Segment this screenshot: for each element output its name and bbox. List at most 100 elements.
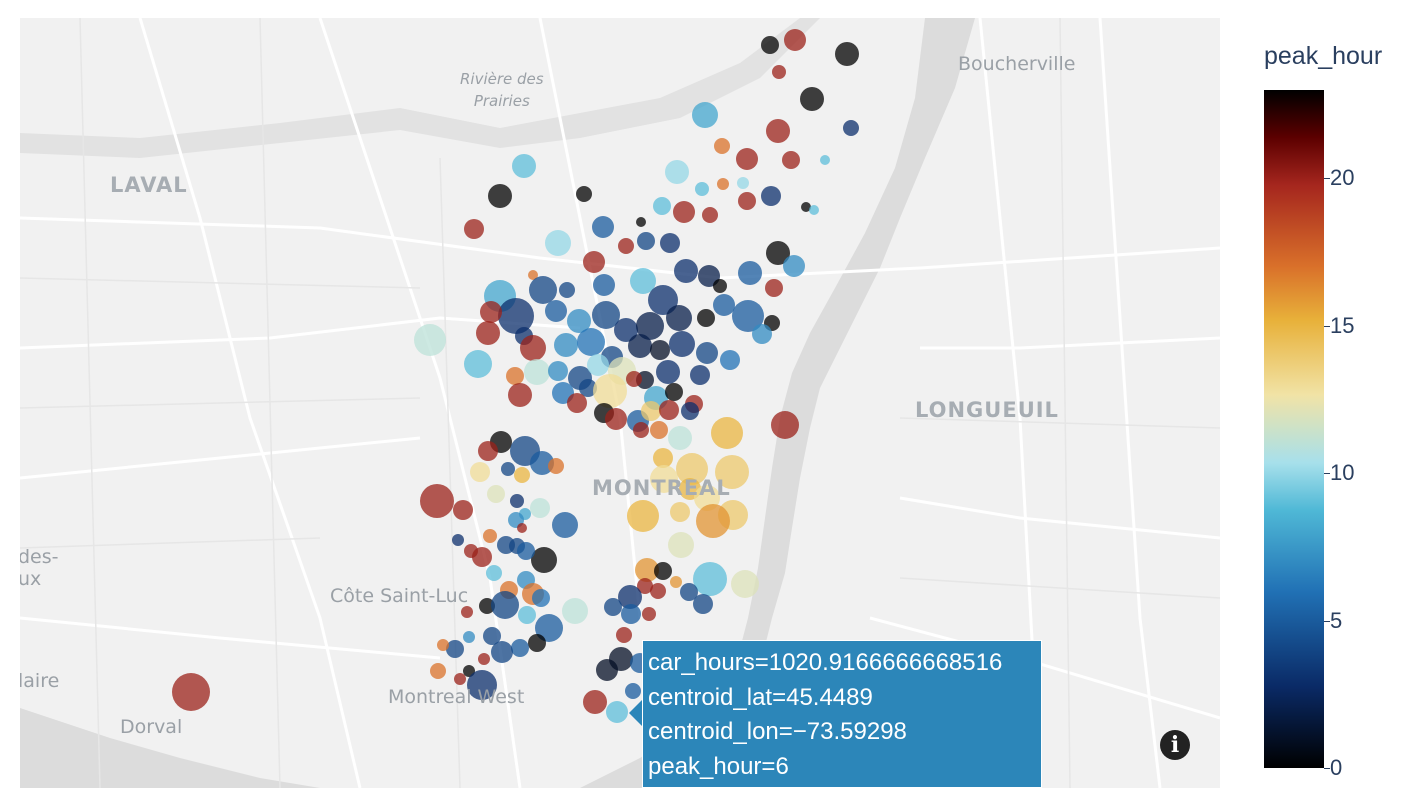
location-marker[interactable]	[517, 542, 535, 560]
location-marker[interactable]	[446, 640, 464, 658]
location-marker[interactable]	[470, 462, 490, 482]
location-marker[interactable]	[692, 102, 718, 128]
location-marker[interactable]	[711, 417, 743, 449]
location-marker[interactable]	[693, 562, 727, 596]
location-marker[interactable]	[668, 426, 692, 450]
location-marker[interactable]	[548, 361, 568, 381]
location-marker[interactable]	[670, 576, 682, 588]
location-marker[interactable]	[593, 374, 627, 408]
location-marker[interactable]	[511, 639, 529, 657]
location-marker[interactable]	[478, 653, 490, 665]
location-marker[interactable]	[633, 422, 649, 438]
location-marker[interactable]	[520, 335, 546, 361]
location-marker[interactable]	[545, 300, 567, 322]
location-marker[interactable]	[479, 598, 495, 614]
location-marker[interactable]	[464, 219, 484, 239]
location-marker[interactable]	[483, 627, 501, 645]
location-marker[interactable]	[715, 455, 749, 489]
location-marker[interactable]	[562, 598, 588, 624]
location-marker[interactable]	[467, 670, 497, 700]
location-marker[interactable]	[738, 192, 756, 210]
location-marker[interactable]	[518, 606, 536, 624]
location-marker[interactable]	[628, 334, 652, 358]
location-marker[interactable]	[535, 614, 563, 642]
location-marker[interactable]	[731, 570, 759, 598]
location-marker[interactable]	[606, 701, 628, 723]
location-marker[interactable]	[654, 562, 672, 580]
location-marker[interactable]	[665, 160, 689, 184]
location-marker[interactable]	[577, 328, 605, 356]
location-marker[interactable]	[514, 467, 530, 483]
location-marker[interactable]	[626, 371, 642, 387]
location-marker[interactable]	[761, 186, 781, 206]
location-marker[interactable]	[530, 498, 550, 518]
location-marker[interactable]	[696, 504, 730, 538]
location-marker[interactable]	[637, 232, 655, 250]
location-marker[interactable]	[653, 197, 671, 215]
location-marker[interactable]	[680, 583, 698, 601]
location-marker[interactable]	[660, 233, 680, 253]
location-marker[interactable]	[491, 591, 519, 619]
location-marker[interactable]	[669, 331, 695, 357]
location-marker[interactable]	[567, 393, 587, 413]
location-marker[interactable]	[702, 207, 718, 223]
location-marker[interactable]	[714, 138, 730, 154]
location-marker[interactable]	[587, 354, 609, 376]
location-marker[interactable]	[641, 401, 661, 421]
location-marker[interactable]	[650, 583, 666, 599]
location-marker[interactable]	[453, 500, 473, 520]
location-marker[interactable]	[690, 365, 710, 385]
location-marker[interactable]	[529, 276, 557, 304]
location-marker[interactable]	[618, 238, 634, 254]
location-marker[interactable]	[430, 663, 446, 679]
location-marker[interactable]	[579, 379, 597, 397]
location-marker[interactable]	[674, 259, 698, 283]
location-marker[interactable]	[510, 494, 524, 508]
location-marker[interactable]	[713, 294, 735, 316]
location-marker[interactable]	[666, 305, 692, 331]
location-marker[interactable]	[528, 270, 538, 280]
location-marker[interactable]	[656, 360, 680, 384]
location-marker[interactable]	[630, 268, 656, 294]
location-marker[interactable]	[487, 485, 505, 503]
location-marker[interactable]	[765, 279, 783, 297]
location-marker[interactable]	[783, 255, 805, 277]
info-icon[interactable]: i	[1160, 730, 1190, 760]
location-marker[interactable]	[801, 202, 811, 212]
location-marker[interactable]	[437, 639, 449, 651]
location-marker[interactable]	[670, 502, 690, 522]
location-marker[interactable]	[642, 607, 656, 621]
location-marker[interactable]	[414, 324, 446, 356]
location-marker[interactable]	[476, 321, 500, 345]
location-marker[interactable]	[820, 155, 830, 165]
location-marker[interactable]	[695, 182, 709, 196]
location-marker[interactable]	[738, 261, 762, 285]
location-marker[interactable]	[782, 151, 800, 169]
location-marker[interactable]	[498, 298, 534, 334]
location-marker[interactable]	[650, 340, 670, 360]
location-marker[interactable]	[625, 683, 641, 699]
location-marker[interactable]	[583, 251, 605, 273]
location-marker[interactable]	[766, 119, 790, 143]
location-marker[interactable]	[486, 565, 502, 581]
location-marker[interactable]	[501, 462, 515, 476]
location-marker[interactable]	[531, 547, 557, 573]
location-marker[interactable]	[517, 523, 527, 533]
location-marker[interactable]	[508, 383, 532, 407]
location-marker[interactable]	[593, 274, 615, 296]
location-marker[interactable]	[463, 631, 475, 643]
location-marker[interactable]	[614, 318, 638, 342]
location-marker[interactable]	[713, 279, 727, 293]
location-marker[interactable]	[548, 458, 564, 474]
location-marker[interactable]	[616, 627, 632, 643]
location-marker[interactable]	[172, 673, 210, 711]
location-marker[interactable]	[545, 230, 571, 256]
location-marker[interactable]	[627, 500, 659, 532]
location-marker[interactable]	[766, 241, 790, 265]
location-marker[interactable]	[592, 216, 614, 238]
location-marker[interactable]	[472, 547, 492, 567]
location-marker[interactable]	[636, 217, 646, 227]
location-marker[interactable]	[835, 42, 859, 66]
location-marker[interactable]	[559, 282, 575, 298]
map-canvas[interactable]: Rivière des Prairies Boucherville LAVAL LONG…	[20, 18, 1220, 788]
